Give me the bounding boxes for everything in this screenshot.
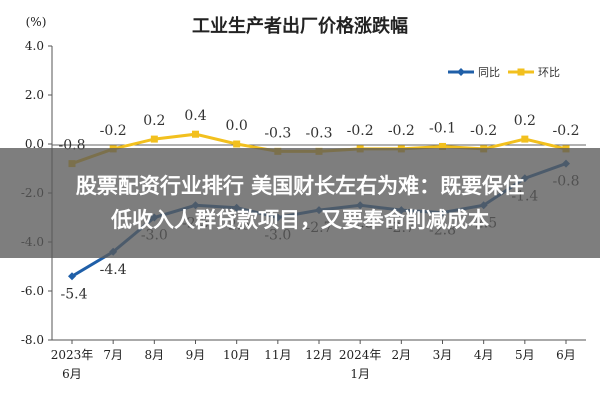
- legend-marker-mom: [517, 68, 525, 76]
- data-label-mom: 0.2: [143, 113, 165, 129]
- data-label-mom: 0.4: [184, 108, 206, 124]
- data-label-mom: -0.3: [264, 125, 291, 141]
- data-label-yoy: -4.4: [100, 262, 127, 278]
- data-label-mom: -0.1: [429, 120, 456, 136]
- x-tick-label: 6月: [62, 367, 82, 381]
- headline-overlay: 股票配资行业排行 美国财长左右为难：既要保住 低收入人群贷款项目，又要奉命削减成…: [0, 148, 600, 258]
- data-label-mom: -0.2: [100, 123, 127, 139]
- y-axis-unit: (%): [26, 15, 47, 29]
- y-tick-label: 2.0: [25, 88, 44, 102]
- y-tick-label: -8.0: [21, 333, 44, 347]
- data-label-mom: 0.0: [226, 118, 248, 134]
- data-point-yoy: [68, 272, 76, 281]
- legend: 同比 环比: [448, 66, 560, 79]
- x-tick-label: 4月: [474, 348, 494, 362]
- data-point-mom: [439, 142, 446, 150]
- data-label-mom: -0.2: [470, 123, 497, 139]
- headline-line-1: 股票配资行业排行 美国财长左右为难：既要保住: [75, 174, 525, 198]
- y-tick-label: -6.0: [21, 284, 44, 298]
- x-tick-label: 2024年: [339, 348, 382, 362]
- x-tick-label: 5月: [515, 348, 535, 362]
- x-tick-label: 11月: [264, 348, 291, 362]
- y-tick-label: 0.0: [25, 137, 44, 151]
- data-label-mom: -0.2: [553, 123, 580, 139]
- data-label-mom: -0.2: [347, 123, 374, 139]
- data-label-mom: -0.3: [306, 125, 333, 141]
- data-point-mom: [521, 135, 529, 143]
- x-tick-label: 1月: [350, 367, 370, 381]
- y-tick-label: 4.0: [25, 39, 44, 53]
- x-tick-label: 12月: [305, 348, 332, 362]
- x-tick-label: 8月: [145, 348, 165, 362]
- data-point-mom: [233, 140, 241, 148]
- data-label-mom: -0.2: [388, 123, 415, 139]
- x-tick-label: 3月: [433, 348, 453, 362]
- x-tick-label: 10月: [223, 348, 250, 362]
- x-tick-label: 2月: [392, 348, 412, 362]
- chart-title: 工业生产者出厂价格涨跌幅: [192, 15, 408, 37]
- x-tick-label: 9月: [186, 348, 206, 362]
- x-tick-label: 6月: [556, 348, 576, 362]
- data-point-mom: [192, 130, 199, 138]
- data-point-mom: [150, 135, 158, 143]
- x-tick-label: 7月: [103, 348, 123, 362]
- headline-line-2: 低收入人群贷款项目，又要奉命削减成本: [111, 208, 489, 232]
- legend-label: 同比: [478, 66, 500, 79]
- x-tick-label: 2023年: [51, 348, 94, 362]
- data-label-mom: 0.2: [514, 113, 536, 129]
- legend-marker-yoy: [457, 68, 465, 76]
- legend-label: 环比: [538, 66, 560, 79]
- data-label-yoy: -5.4: [61, 286, 88, 302]
